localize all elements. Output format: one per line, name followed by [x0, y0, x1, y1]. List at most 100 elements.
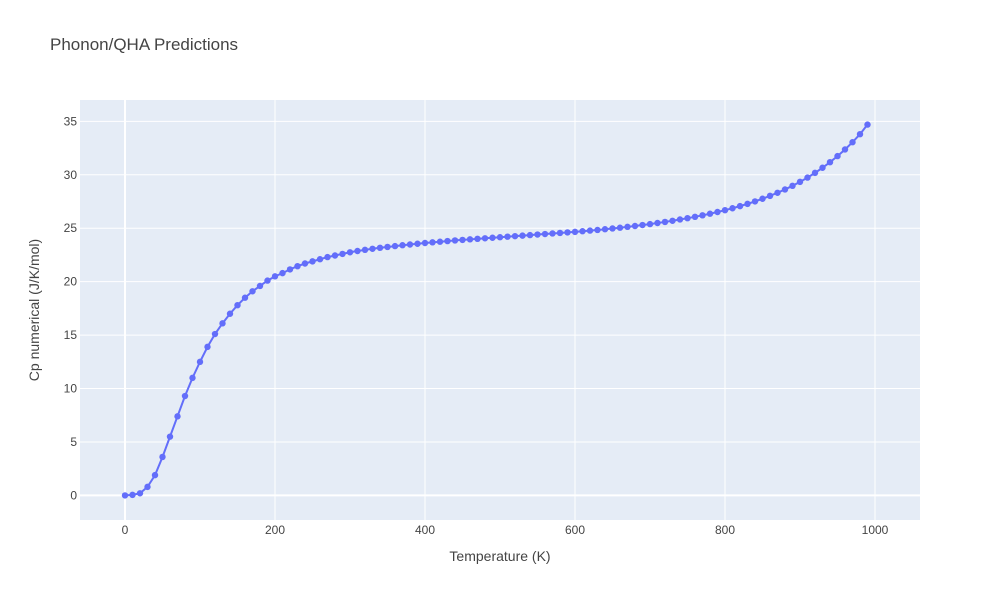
data-point-47: [474, 235, 481, 243]
data-point-52: [511, 232, 519, 240]
y-tick-label-1: 5: [70, 435, 77, 449]
data-point-9: [189, 374, 196, 382]
x-tick-label-3: 600: [565, 523, 585, 537]
data-point-74: [676, 216, 684, 223]
data-point-16: [241, 294, 249, 301]
data-point-3: [144, 483, 151, 491]
data-point-82: [736, 202, 744, 210]
data-point-83: [744, 200, 751, 208]
data-point-1: [129, 491, 136, 499]
data-point-25: [309, 258, 316, 265]
data-point-17: [249, 288, 256, 295]
data-point-66: [616, 224, 624, 231]
data-point-79: [714, 208, 721, 216]
data-point-71: [654, 219, 661, 227]
plot-area: [80, 100, 920, 520]
x-axis-label: Temperature (K): [449, 548, 550, 564]
data-point-39: [414, 240, 421, 247]
data-point-73: [669, 217, 676, 224]
y-tick-label-4: 20: [64, 275, 78, 289]
data-point-34: [376, 244, 384, 252]
data-point-14: [226, 310, 234, 317]
data-point-76: [691, 213, 699, 221]
data-point-68: [631, 222, 639, 230]
data-point-86: [766, 192, 774, 200]
data-point-55: [534, 231, 541, 238]
data-point-94: [826, 158, 834, 166]
data-point-42: [436, 238, 444, 245]
series-markers: [121, 121, 871, 499]
x-tick-label-4: 800: [715, 523, 735, 537]
data-point-53: [519, 232, 526, 239]
data-point-51: [504, 233, 511, 240]
data-point-7: [174, 413, 181, 420]
data-point-75: [684, 214, 691, 222]
data-point-19: [264, 277, 271, 284]
x-tick-label-1: 200: [265, 523, 285, 537]
data-point-2: [136, 490, 144, 497]
data-point-38: [406, 241, 414, 248]
data-point-26: [316, 256, 324, 263]
data-point-96: [841, 146, 849, 153]
data-point-33: [369, 245, 376, 252]
data-point-44: [451, 237, 459, 244]
data-point-72: [661, 218, 669, 226]
data-point-21: [279, 269, 286, 277]
data-point-13: [219, 320, 226, 327]
data-point-6: [166, 433, 174, 440]
data-point-98: [856, 130, 864, 138]
y-tick-label-7: 35: [64, 114, 78, 128]
data-point-77: [699, 212, 706, 219]
data-point-65: [609, 225, 616, 232]
y-grid-lines: [80, 120, 920, 443]
data-point-40: [421, 239, 429, 247]
data-point-4: [151, 471, 159, 479]
data-point-49: [489, 234, 496, 241]
data-point-22: [286, 266, 294, 273]
series-line: [124, 123, 869, 497]
data-point-8: [181, 392, 189, 400]
data-point-91: [804, 174, 811, 181]
data-point-50: [496, 234, 504, 241]
data-point-78: [706, 210, 714, 217]
data-point-10: [196, 358, 204, 366]
x-grid-lines: [124, 100, 876, 520]
data-point-67: [624, 223, 631, 231]
chart-title: Phonon/QHA Predictions: [50, 35, 238, 54]
data-point-99: [864, 121, 871, 128]
data-point-18: [256, 282, 264, 290]
y-tick-label-6: 30: [64, 168, 78, 182]
data-point-57: [549, 230, 556, 237]
data-point-59: [564, 229, 571, 236]
data-point-31: [354, 247, 361, 255]
data-point-61: [579, 228, 586, 235]
y-axis-label: Cp numerical (J/K/mol): [26, 239, 42, 381]
data-point-5: [159, 453, 166, 461]
data-point-11: [204, 343, 211, 351]
y-tick-label-3: 15: [64, 328, 78, 342]
data-point-90: [796, 178, 804, 186]
data-point-88: [781, 186, 789, 193]
data-point-12: [211, 330, 219, 338]
y-tick-label-5: 25: [64, 221, 78, 235]
data-point-69: [639, 221, 646, 229]
data-point-81: [729, 205, 736, 212]
data-point-85: [759, 195, 766, 202]
data-point-58: [556, 229, 564, 237]
data-point-89: [789, 182, 796, 190]
data-point-28: [331, 252, 339, 259]
data-point-93: [819, 164, 826, 171]
data-point-23: [294, 262, 301, 270]
data-point-0: [121, 492, 129, 499]
data-point-15: [234, 301, 241, 309]
y-tick-label-0: 0: [70, 488, 77, 502]
data-point-92: [811, 169, 819, 177]
x-tick-label-0: 0: [122, 523, 129, 537]
data-point-62: [586, 227, 594, 234]
data-point-80: [721, 206, 729, 214]
data-point-41: [429, 239, 436, 246]
data-point-30: [346, 249, 354, 256]
data-point-27: [324, 253, 331, 261]
data-point-97: [849, 139, 856, 146]
